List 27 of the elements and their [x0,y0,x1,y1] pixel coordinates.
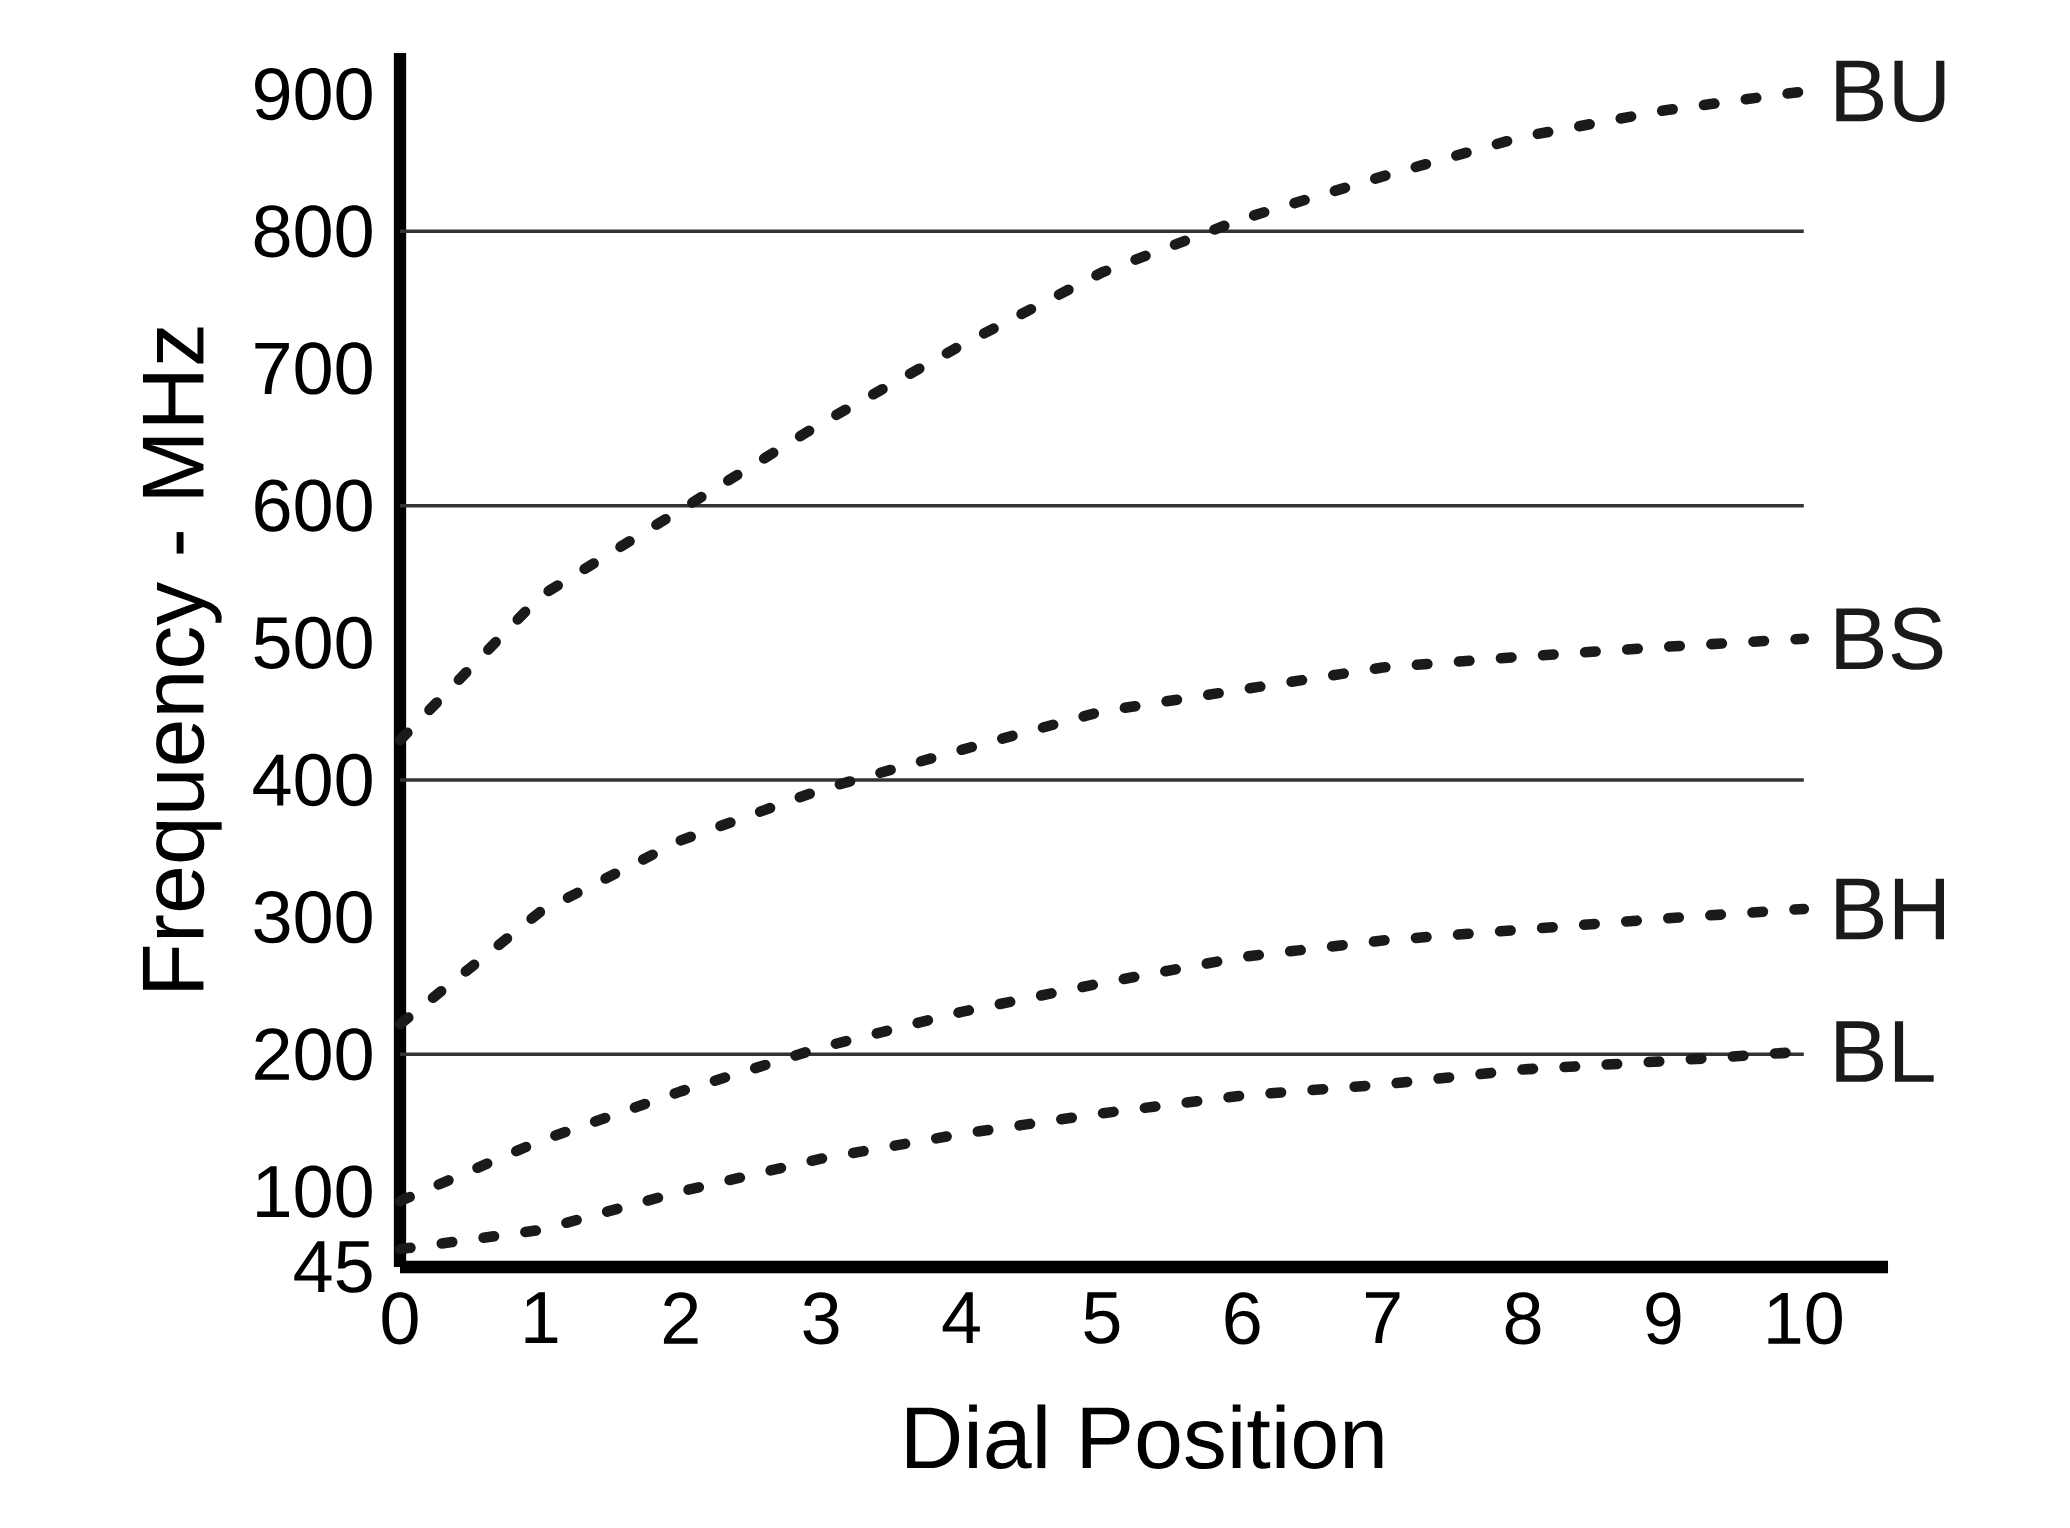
y-tick-label: 100 [257,1165,372,1218]
y-tick-label: 200 [255,1028,372,1081]
y-axis-title: Frequency - MHz [142,327,222,990]
x-tick-label: 6 [1225,1292,1260,1345]
x-tick-label: 1 [525,1292,558,1344]
y-tick-label: 700 [255,342,372,395]
series-label: BU [1836,60,1945,123]
x-tick-label: 9 [1646,1292,1681,1345]
x-axis-title: Dial Position [907,1404,1383,1469]
x-tick-label: 7 [1365,1292,1400,1344]
y-tick-label: 500 [254,616,372,669]
x-tick-label: 2 [663,1292,698,1344]
x-tick-label: 8 [1505,1292,1541,1345]
series-label: BH [1836,878,1944,940]
y-tick-label: 800 [254,205,372,258]
series-label: BS [1836,607,1943,670]
x-tick-label: 3 [803,1292,839,1345]
x-tick-label: 5 [1084,1292,1120,1344]
y-tick-label: 400 [253,753,372,807]
y-tick-label: 300 [254,891,372,944]
x-tick-label: 0 [382,1292,418,1345]
y-tick-label: 900 [255,67,372,121]
x-tick-label: 10 [1768,1292,1842,1345]
x-tick-label: 4 [942,1292,980,1344]
y-tick-label: 600 [255,479,372,532]
y-tick-label: 45 [294,1241,372,1293]
series-label: BL [1836,1021,1934,1082]
